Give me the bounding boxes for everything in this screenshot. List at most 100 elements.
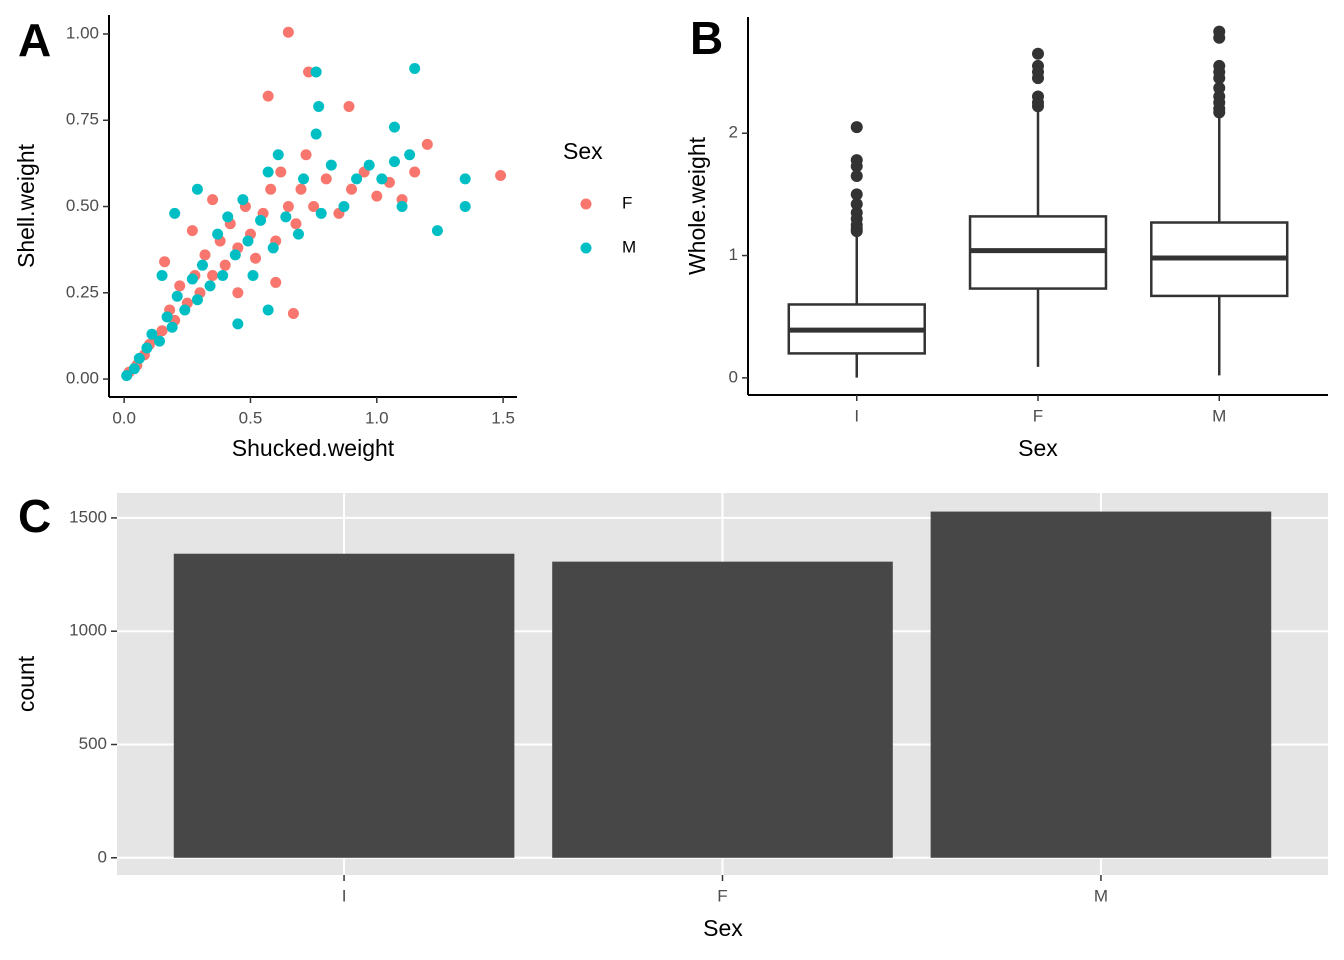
- point: [292, 228, 304, 240]
- outlier: [1032, 47, 1044, 60]
- point: [171, 290, 183, 302]
- point: [495, 169, 507, 181]
- point: [346, 183, 358, 195]
- point: [409, 166, 421, 178]
- point: [282, 26, 294, 38]
- point: [199, 249, 211, 261]
- point: [169, 207, 181, 219]
- y-axis-title: Shell.weight: [13, 143, 39, 268]
- point: [313, 100, 325, 112]
- outlier: [850, 170, 863, 183]
- bar: [552, 561, 893, 858]
- point: [217, 270, 229, 282]
- y-tick-label: 0: [98, 847, 107, 866]
- point: [186, 273, 198, 285]
- point: [459, 201, 471, 213]
- y-tick-label: 1000: [69, 621, 107, 640]
- x-tick-label: 0.5: [239, 408, 263, 427]
- point: [161, 311, 173, 323]
- point: [222, 211, 234, 223]
- x-tick-label: F: [1033, 406, 1043, 425]
- y-tick-label: 1: [729, 245, 738, 264]
- point: [232, 318, 244, 330]
- y-tick-label: 500: [79, 734, 107, 753]
- y-axis-title: Whole.weight: [684, 136, 710, 275]
- point: [237, 194, 249, 206]
- point: [196, 259, 208, 271]
- point: [363, 159, 375, 171]
- outlier: [1213, 90, 1226, 103]
- point: [388, 156, 400, 168]
- point: [290, 218, 302, 230]
- point: [179, 304, 191, 316]
- outlier: [1213, 59, 1226, 72]
- point: [298, 173, 310, 185]
- point: [156, 270, 168, 282]
- point: [282, 201, 294, 213]
- point: [262, 90, 274, 102]
- point: [121, 370, 133, 382]
- point: [459, 173, 471, 185]
- bar: [173, 553, 515, 858]
- point: [219, 259, 231, 271]
- point: [295, 183, 307, 195]
- outlier: [850, 206, 863, 219]
- x-tick-label: I: [342, 886, 347, 905]
- outlier: [850, 188, 863, 201]
- point: [338, 201, 350, 213]
- point: [272, 149, 284, 161]
- x-tick-label: I: [854, 406, 859, 425]
- legend-label: M: [622, 237, 636, 256]
- x-tick-label: M: [1094, 886, 1108, 905]
- outlier: [1213, 81, 1226, 94]
- panel-tag: A: [18, 14, 51, 66]
- x-tick-label: 1.0: [365, 408, 389, 427]
- point: [186, 225, 198, 237]
- point: [212, 228, 224, 240]
- point: [174, 280, 186, 292]
- point: [388, 121, 400, 133]
- point: [242, 235, 254, 247]
- point: [247, 270, 259, 282]
- legend-marker: [580, 198, 592, 210]
- point: [287, 307, 299, 319]
- y-tick-label: 0.00: [66, 369, 99, 388]
- point: [421, 138, 433, 150]
- point: [431, 225, 443, 237]
- point: [265, 183, 277, 195]
- point: [159, 256, 171, 268]
- point: [267, 242, 279, 254]
- point: [250, 252, 262, 264]
- point: [232, 287, 244, 299]
- point: [146, 328, 158, 340]
- x-axis-title: Sex: [1018, 435, 1058, 461]
- point: [320, 173, 332, 185]
- point: [351, 173, 363, 185]
- point: [310, 66, 322, 78]
- x-tick-label: 1.5: [491, 408, 515, 427]
- x-tick-label: M: [1212, 406, 1226, 425]
- point: [396, 201, 408, 213]
- outlier: [850, 121, 863, 134]
- point: [166, 321, 178, 333]
- point: [343, 100, 355, 112]
- point: [315, 207, 327, 219]
- panel-tag: C: [18, 490, 51, 542]
- outlier: [1213, 25, 1226, 38]
- legend-label: F: [622, 193, 632, 212]
- point: [156, 325, 168, 337]
- point: [308, 201, 320, 213]
- y-tick-label: 1.00: [66, 23, 99, 42]
- y-tick-label: 2: [729, 123, 738, 142]
- y-axis-title: count: [13, 655, 39, 712]
- point: [409, 62, 421, 74]
- point: [191, 183, 203, 195]
- point: [300, 149, 312, 161]
- y-tick-label: 0: [729, 367, 738, 386]
- point: [280, 211, 292, 223]
- point: [404, 149, 416, 161]
- outlier: [850, 198, 863, 211]
- point: [376, 173, 388, 185]
- point: [207, 270, 219, 282]
- y-tick-label: 0.25: [66, 282, 99, 301]
